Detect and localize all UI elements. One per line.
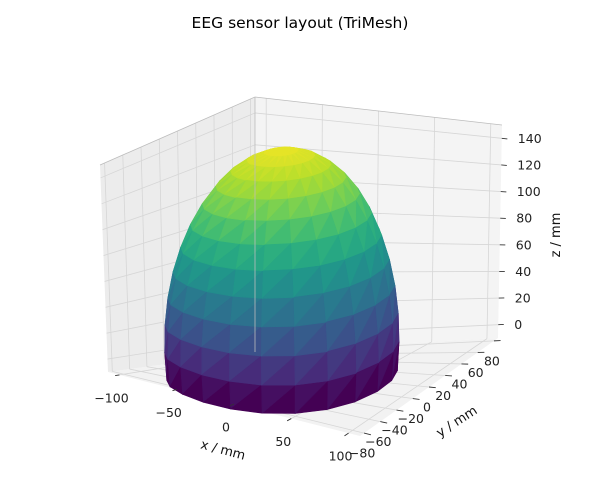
z-axis-label: z / mm [549,213,564,258]
tick-mark [412,398,420,400]
head-surface [164,146,400,414]
z-tick-label: 20 [515,291,531,306]
tick-labels: −100−50050100−80−60−40−20020406080020406… [94,131,541,464]
y-tick-label: −80 [349,446,375,461]
grid-x-back [486,123,492,339]
tick-mark [172,389,177,392]
grid-y-left [104,162,113,372]
grid-z-left [101,144,256,205]
y-tick-label: −60 [365,434,391,449]
tick-mark [396,409,404,412]
y-tick-label: 40 [452,376,468,391]
y-tick-label: 80 [484,353,500,368]
grid-y-left [140,146,148,367]
tick-mark [501,137,508,140]
tick-mark [115,374,120,377]
x-axis-label: x / mm [199,437,247,463]
z-tick-label: 100 [517,184,541,199]
z-tick-label: 120 [517,157,541,172]
tick-mark [363,432,372,436]
grid-z-back [254,112,502,139]
grid-z-left [100,112,256,179]
x-tick-label: 50 [275,434,291,449]
y-tick-label: −40 [381,423,407,438]
z-tick-label: 0 [514,317,522,332]
z-tick-label: 80 [516,211,532,226]
tick-mark [344,432,349,437]
y-axis-label: y / mm [434,403,480,440]
tick-mark [428,386,436,389]
surface-facet [261,269,294,299]
tick-mark [380,421,388,424]
y-tick-label: 0 [423,400,431,415]
x-tick-label: −50 [156,405,182,420]
z-tick-label: 40 [515,264,531,279]
x-tick-label: 100 [329,449,353,464]
chart-title: EEG sensor layout (TriMesh) [192,14,409,32]
x-tick-label: 0 [222,420,230,435]
x-tick-label: −100 [94,390,128,405]
pane-edge [254,96,503,126]
grid-x-back [431,117,436,342]
y-tick-label: 20 [435,388,451,403]
z-tick-label: 60 [516,237,532,252]
y-tick-label: 60 [468,365,484,380]
pane-edge [99,96,256,166]
z-tick-label: 140 [518,131,542,146]
grid-y-left [122,154,131,370]
tick-mark [286,418,292,422]
y-tick-label: −20 [398,411,424,426]
axes-lines [99,96,503,352]
grid-y-left [158,138,165,365]
tick-mark [229,403,235,407]
